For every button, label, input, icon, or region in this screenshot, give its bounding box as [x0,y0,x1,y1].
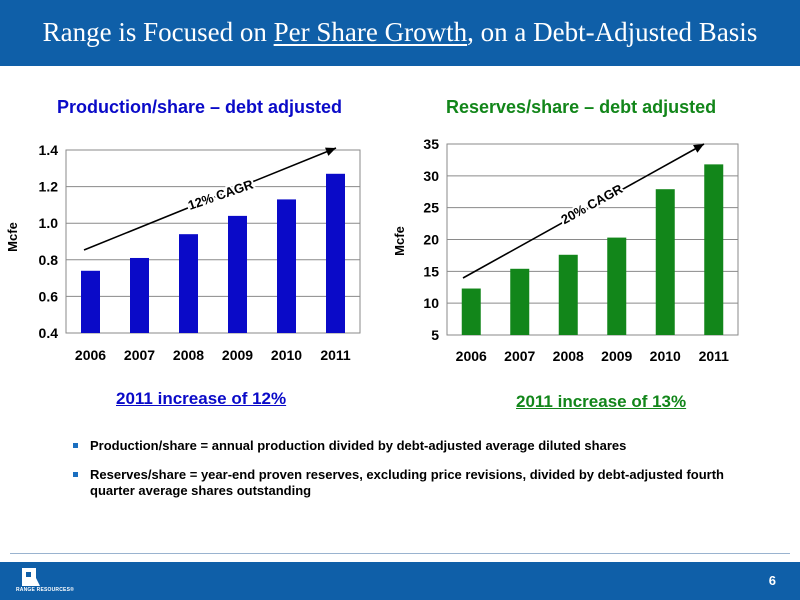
bullet-item: Production/share = annual production div… [72,438,762,454]
bar [510,268,530,335]
logo-text: RANGE RESOURCES® [16,587,75,593]
bar [704,164,724,335]
y-tick-label: 0.4 [39,325,59,341]
title-suffix: , on a Debt-Adjusted Basis [467,17,758,47]
page-number: 6 [768,573,776,588]
y-tick-label: 25 [423,200,439,216]
y-axis-label: Mcfe [392,226,407,256]
x-tick-label: 2009 [222,347,253,363]
x-tick-label: 2008 [173,347,204,363]
plot-area [65,149,361,334]
x-tick-label: 2009 [601,348,632,364]
y-tick-label: 0.6 [39,288,59,304]
x-tick-label: 2011 [320,347,351,363]
bullet-item: Reserves/share = year-end proven reserve… [72,467,762,499]
cagr-annotation: 12% CAGR [186,176,256,212]
y-tick-label: 1.2 [39,179,59,195]
bullet-square-icon [73,443,78,448]
x-tick-label: 2011 [699,348,730,364]
y-tick-label: 10 [423,295,439,311]
y-tick-label: 5 [431,327,439,343]
bar [655,189,675,335]
y-tick-label: 15 [423,263,439,279]
x-tick-label: 2007 [504,348,535,364]
y-tick-label: 30 [423,168,439,184]
trend-arrowhead [325,147,336,156]
slide-title: Range is Focused on Per Share Growth, on… [0,17,800,48]
y-tick-label: 1.0 [39,215,59,231]
bullet-square-icon [73,472,78,477]
trend-arrow-line [462,143,705,279]
bar [326,173,345,333]
x-tick-label: 2010 [271,347,302,363]
x-tick-label: 2006 [456,348,487,364]
bar [558,254,578,335]
left-increase-note: 2011 increase of 12% [116,389,287,408]
trend-arrow-line [83,147,337,251]
bullet-list: Production/share = annual production div… [72,438,762,512]
bar [228,215,247,333]
y-tick-label: 20 [423,232,439,248]
trend-arrowhead [693,144,704,153]
title-bar [0,0,800,66]
bar [130,257,149,333]
title-prefix: Range is Focused on [42,17,274,47]
bar [81,270,100,333]
range-logo-icon [22,568,40,586]
bar [179,234,198,333]
y-tick-label: 1.4 [39,142,59,158]
cagr-annotation: 20% CAGR [558,181,625,227]
x-tick-label: 2006 [75,347,106,363]
left-chart-title: Production/share – debt adjusted [57,97,343,117]
bullet-text: Reserves/share = year-end proven reserve… [90,467,724,498]
chart-production-per-share: 0.4 0.6 0.8 1.0 1.2 1.4 2006 2007 2008 2009 2010 20… [5,142,361,363]
x-tick-label: 2008 [553,348,584,364]
right-chart-title: Reserves/share – debt adjusted [446,97,717,117]
title-underlined: Per Share Growth [273,17,468,47]
footer-bar [0,562,800,600]
y-tick-label: 0.8 [39,252,59,268]
chart-reserves-per-share: 5 10 15 20 25 30 35 2006 2007 2008 2009 2010 2011 Mcf… [392,136,739,364]
bullet-text: Production/share = annual production div… [90,438,627,453]
bar [277,199,296,333]
y-axis-label: Mcfe [5,222,20,252]
y-tick-label: 35 [423,136,439,152]
bar [461,288,481,335]
right-increase-note: 2011 increase of 13% [516,392,687,411]
x-tick-label: 2007 [124,347,155,363]
x-tick-label: 2010 [650,348,681,364]
bar [607,237,627,335]
footer-divider [10,553,790,554]
